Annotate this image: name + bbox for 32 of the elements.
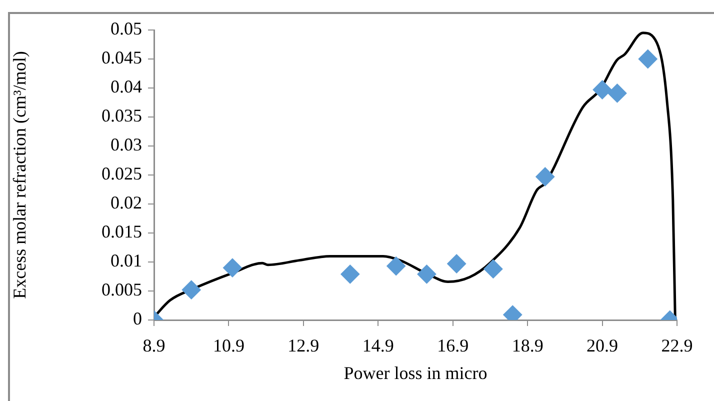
point [182, 280, 201, 300]
y-tick-label: 0.04 [110, 76, 142, 97]
point [638, 50, 658, 68]
x-axis-title: Power loss in micro [344, 362, 488, 383]
y-tick-label: 0.02 [110, 192, 142, 213]
point [592, 80, 612, 100]
y-tick-label: 0.05 [110, 18, 142, 39]
y-tick-label: 0.01 [110, 250, 142, 271]
x-tick-label: 14.9 [362, 336, 394, 356]
y-tick-label: 0.03 [110, 134, 142, 155]
x-tick-label: 8.9 [142, 336, 166, 356]
x-tick-label: 20.9 [586, 336, 618, 356]
y-tick-label: 0.035 [102, 106, 142, 126]
y-tick-label: 0 [133, 308, 142, 329]
x-tick-label: 16.9 [437, 336, 469, 356]
point [608, 84, 627, 103]
y-tick-label: 0.045 [102, 48, 142, 68]
point [417, 264, 436, 284]
point [340, 264, 360, 284]
point [484, 259, 503, 278]
y-axis-title: Excess molar refraction (cm³/mol) [10, 51, 30, 299]
x-tick-label: 12.9 [288, 336, 320, 356]
point [222, 258, 242, 278]
y-tick-label: 0.015 [102, 222, 142, 242]
x-tick-label: 22.9 [661, 336, 693, 356]
point [447, 254, 466, 274]
point [386, 256, 406, 276]
x-tick-label: 18.9 [512, 336, 544, 356]
point [536, 167, 555, 186]
y-tick-label: 0.025 [102, 164, 142, 184]
y-tick-label: 0.005 [102, 280, 142, 300]
x-tick-label: 10.9 [212, 336, 244, 356]
